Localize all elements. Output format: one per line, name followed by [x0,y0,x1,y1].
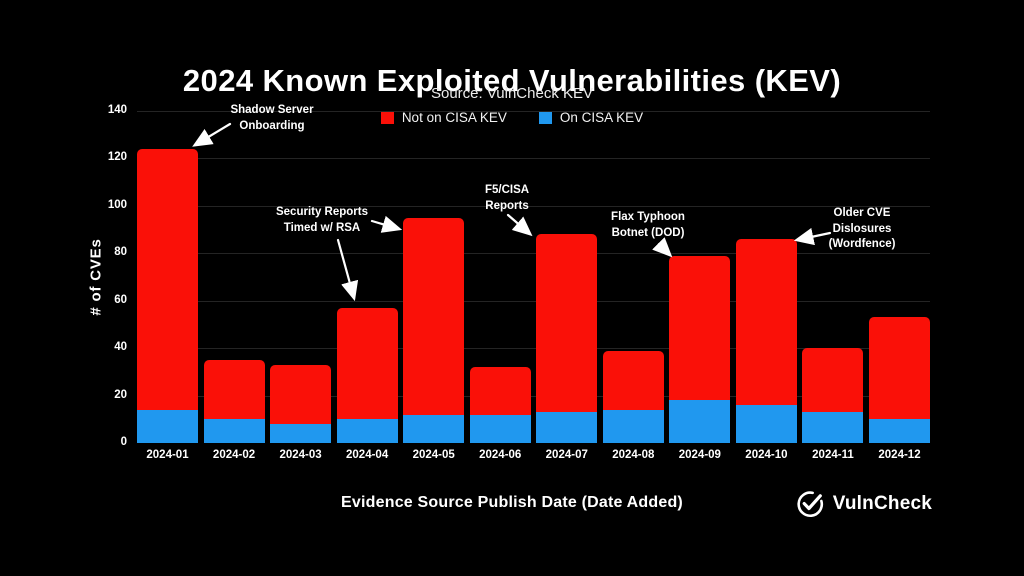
bar-segment-not-on-cisa [802,348,864,413]
legend-label: On CISA KEV [559,110,644,125]
y-tick-label: 80 [114,246,127,259]
gridline [137,111,930,112]
legend-swatch [380,111,394,124]
y-tick-label: 140 [107,104,127,116]
x-tick-label: 2024-05 [412,449,455,461]
vulncheck-logo-icon [797,491,823,518]
chart-subtitle: Source: VulnCheck KEV [430,85,594,102]
x-tick-label: 2024-10 [745,449,788,461]
page-title: 2024 Known Exploited Vulnerabilities (KE… [182,62,842,98]
bar-segment-on-cisa [469,414,531,443]
y-tick-label: 120 [107,151,127,164]
bar-segment-not-on-cisa [469,367,531,415]
x-tick-label: 2024-11 [812,449,854,461]
bar-segment-on-cisa [403,414,465,443]
bar-segment-not-on-cisa [869,317,930,420]
bar-segment-on-cisa [270,424,332,443]
bar-segment-not-on-cisa [403,217,465,415]
bar-segment-not-on-cisa [270,364,332,425]
bar-segment-not-on-cisa [735,239,797,406]
gridline [137,253,930,255]
gridline [137,205,930,207]
gridline [137,300,930,302]
bar-segment-not-on-cisa [602,350,664,410]
x-tick-label: 2024-04 [346,449,389,461]
x-tick-label: 2024-08 [612,449,655,461]
vulncheck-logo: VulnCheck [795,489,932,519]
bar-segment-not-on-cisa [536,234,598,413]
y-tick-label: 100 [107,198,127,211]
x-tick-label: 2024-12 [878,449,921,461]
chart-legend: Not on CISA KEV On CISA KEV [0,110,1024,125]
legend-item: On CISA KEV [538,110,644,125]
x-tick-label: 2024-06 [479,449,522,461]
x-axis-ticks: 2024-01 2024-02 2024-03 2024-04 2024-05 2024-… [137,449,930,469]
vulncheck-logo-text: VulnCheck [832,493,932,514]
x-tick-label: 2024-03 [279,449,322,461]
plot-area [137,111,930,443]
gridline [137,395,930,397]
bar-segment-on-cisa [735,405,797,443]
y-tick-label: 60 [114,293,127,306]
x-tick-label: 2024-01 [146,449,189,461]
bar-segment-on-cisa [802,412,864,443]
x-axis-title: Evidence Source Publish Date (Date Added… [341,494,683,511]
gridline [137,158,930,160]
bar-segment-not-on-cisa [203,360,265,420]
legend-label: Not on CISA KEV [401,110,507,125]
gridline [137,348,930,350]
x-tick-label: 2024-09 [678,449,721,461]
bar-segment-on-cisa [669,400,731,443]
bar-segment-not-on-cisa [137,148,198,410]
x-tick-label: 2024-07 [545,449,588,461]
bar-segment-on-cisa [869,419,930,443]
bar-segment-on-cisa [336,419,398,443]
legend-swatch [538,111,552,124]
bar-segment-on-cisa [602,409,664,443]
bar-segment-on-cisa [536,412,598,443]
y-tick-label: 20 [114,388,127,401]
bar-segment-not-on-cisa [669,255,731,401]
y-axis-ticks: 0 20 40 60 80 100 120 140 [70,104,127,448]
x-tick-label: 2024-02 [212,449,256,461]
y-tick-label: 0 [120,436,127,448]
legend-item: Not on CISA KEV [380,110,507,125]
bar-segment-on-cisa [203,419,265,443]
bar-segment-on-cisa [137,409,198,443]
y-tick-label: 40 [114,341,127,354]
bar-segment-not-on-cisa [336,307,398,420]
